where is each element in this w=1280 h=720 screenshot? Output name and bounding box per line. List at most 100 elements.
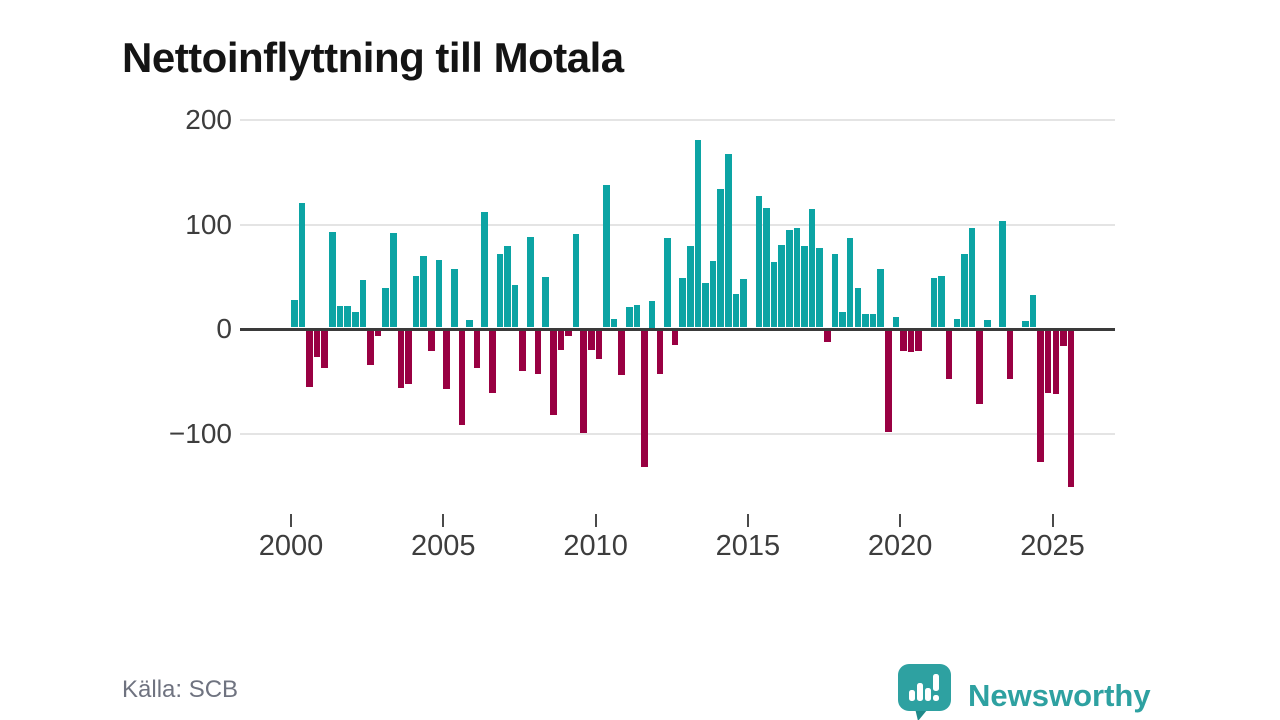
newsworthy-logo-icon <box>898 664 954 720</box>
bar-2009Q2 <box>572 234 580 328</box>
bar-2010Q3 <box>610 319 618 328</box>
bar-2013Q4 <box>709 260 717 328</box>
bar-2005Q3 <box>458 330 466 425</box>
bar-2022Q2 <box>968 228 976 328</box>
bar-2017Q2 <box>816 248 824 328</box>
bar-2013Q1 <box>686 245 694 328</box>
bar-2014Q3 <box>732 294 740 328</box>
bar-2025Q2 <box>1060 330 1067 347</box>
y-axis-label-100: 100 <box>185 208 232 240</box>
bar-2013Q3 <box>702 282 709 328</box>
bar-2016Q3 <box>793 228 801 328</box>
bar-2006Q3 <box>488 330 496 394</box>
bar-2024Q1 <box>1022 321 1029 328</box>
bar-2022Q1 <box>961 254 968 328</box>
zero-axis-line <box>240 327 1115 331</box>
bar-2023Q2 <box>999 220 1006 328</box>
bar-2020Q2 <box>907 330 915 353</box>
bar-2006Q4 <box>496 254 504 328</box>
page-title: Nettoinflyttning till Motala <box>122 34 624 82</box>
bar-2000Q2 <box>298 203 306 328</box>
bar-2001Q2 <box>329 232 336 328</box>
bar-2007Q1 <box>504 245 511 328</box>
bar-2000Q4 <box>313 330 321 357</box>
bar-2007Q4 <box>527 236 534 328</box>
bar-2014Q1 <box>717 188 725 328</box>
bar-2004Q1 <box>412 276 420 328</box>
bar-2005Q1 <box>443 330 450 390</box>
bar-2001Q1 <box>321 330 329 369</box>
bar-2019Q4 <box>892 317 900 328</box>
x-tick-2025 <box>1051 514 1054 527</box>
bar-2006Q2 <box>481 211 488 328</box>
bar-2004Q3 <box>428 330 435 352</box>
bar-2024Q4 <box>1044 330 1052 394</box>
bar-2012Q1 <box>656 330 664 375</box>
bar-2000Q1 <box>291 300 298 328</box>
bar-2002Q3 <box>367 330 374 365</box>
bar-2012Q2 <box>664 237 671 328</box>
bar-2021Q1 <box>930 278 938 328</box>
gridline-200 <box>240 119 1115 121</box>
bar-2024Q3 <box>1037 330 1044 463</box>
bar-2011Q1 <box>626 306 633 328</box>
bar-2016Q4 <box>801 245 808 328</box>
bar-2008Q2 <box>542 277 549 328</box>
bar-2001Q3 <box>336 305 344 328</box>
bar-2011Q2 <box>633 304 641 328</box>
gridline-100 <box>240 223 1115 226</box>
bar-2025Q3 <box>1067 330 1075 488</box>
bar-2005Q4 <box>466 320 473 328</box>
bar-2021Q2 <box>938 276 945 328</box>
bar-2017Q1 <box>808 209 816 328</box>
bar-2022Q4 <box>983 320 991 328</box>
x-axis-label-2015: 2015 <box>715 530 781 562</box>
bar-2024Q2 <box>1029 295 1037 328</box>
bar-2020Q3 <box>915 330 923 352</box>
bar-2011Q3 <box>641 330 648 468</box>
bar-2019Q1 <box>869 313 877 328</box>
bar-2023Q3 <box>1006 330 1014 379</box>
bar-2017Q4 <box>831 254 839 328</box>
bar-2007Q3 <box>519 330 527 372</box>
bar-2000Q3 <box>306 330 313 387</box>
bar-2014Q4 <box>740 279 747 328</box>
bar-2010Q4 <box>618 330 626 376</box>
newsworthy-brand: Newsworthy <box>898 664 1151 720</box>
x-axis-label-2010: 2010 <box>563 530 628 562</box>
x-tick-2010 <box>594 514 597 527</box>
bar-2016Q1 <box>778 244 785 328</box>
x-axis-label-2000: 2000 <box>258 530 324 562</box>
bar-2021Q3 <box>945 330 953 379</box>
bar-2021Q4 <box>953 319 961 328</box>
bar-2013Q2 <box>694 140 702 328</box>
bar-2011Q4 <box>648 301 656 328</box>
bar-2019Q2 <box>877 268 884 328</box>
bar-2017Q3 <box>824 330 831 342</box>
gridline-−100 <box>240 432 1115 435</box>
bar-2002Q1 <box>351 311 359 328</box>
bar-2016Q2 <box>785 230 793 328</box>
bar-2008Q4 <box>557 330 565 351</box>
x-tick-2020 <box>899 514 902 527</box>
bar-2004Q4 <box>435 259 443 328</box>
bar-2009Q1 <box>565 330 572 336</box>
bar-2012Q3 <box>671 330 679 346</box>
bar-2015Q3 <box>763 208 770 328</box>
bar-2003Q2 <box>389 233 397 328</box>
x-axis-label-2005: 2005 <box>411 530 476 562</box>
x-axis-label-2025: 2025 <box>1020 530 1085 562</box>
bar-2010Q2 <box>603 185 610 328</box>
bar-2007Q2 <box>511 284 519 328</box>
bar-2018Q2 <box>846 237 854 328</box>
bar-2018Q4 <box>862 313 869 328</box>
bar-2001Q4 <box>344 305 351 328</box>
x-tick-2005 <box>442 514 445 527</box>
bar-2014Q2 <box>725 154 732 328</box>
x-tick-2000 <box>290 514 292 527</box>
bar-2008Q1 <box>534 330 542 375</box>
bar-2025Q1 <box>1052 330 1060 395</box>
bar-2003Q1 <box>382 287 389 328</box>
bar-2019Q3 <box>884 330 892 432</box>
bar-2015Q4 <box>770 261 778 328</box>
